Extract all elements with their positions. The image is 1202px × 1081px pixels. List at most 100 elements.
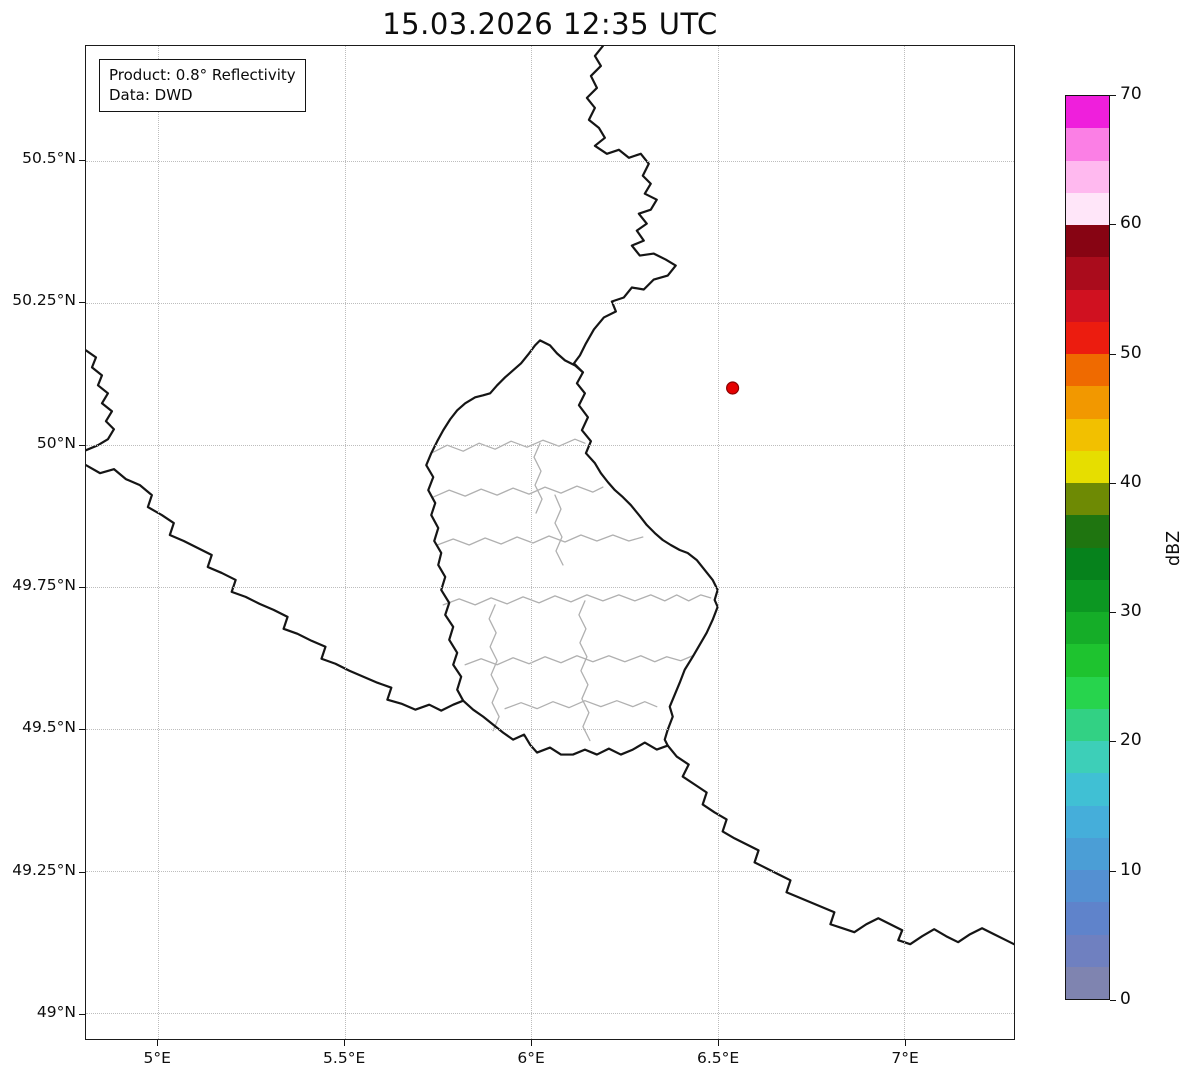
canton-border-path <box>533 442 543 514</box>
colorbar-segments <box>1066 96 1109 999</box>
colorbar-tick-label: 0 <box>1120 989 1131 1009</box>
y-gridline <box>86 870 1014 872</box>
y-tick-label: 50.25°N <box>12 291 76 310</box>
x-tick-mark <box>344 1040 346 1046</box>
x-tick-mark <box>157 1040 159 1046</box>
y-tick-label: 49.75°N <box>12 575 76 594</box>
colorbar-segment <box>1066 354 1109 387</box>
country-borders <box>86 46 1014 946</box>
colorbar-segment <box>1066 966 1109 999</box>
radar-site-marker <box>726 381 740 395</box>
luxembourg-border-path <box>425 339 719 756</box>
y-gridline <box>86 444 1014 446</box>
france-belgium-border-path <box>86 464 465 712</box>
x-tick-label: 6.5°E <box>696 1049 740 1067</box>
colorbar-segment <box>1066 450 1109 483</box>
colorbar-segment <box>1066 644 1109 677</box>
colorbar-tick-mark <box>1110 353 1116 355</box>
x-tick-label: 5°E <box>143 1049 171 1067</box>
y-tick-mark <box>79 159 85 161</box>
y-tick-mark <box>79 871 85 873</box>
colorbar-segment <box>1066 547 1109 580</box>
x-tick-label: 5.5°E <box>323 1049 366 1067</box>
x-gridline <box>158 46 160 1039</box>
colorbar-segment <box>1066 741 1109 774</box>
colorbar-segment <box>1066 418 1109 451</box>
data-source-label: Data: DWD <box>109 86 193 105</box>
x-tick-label: 6°E <box>517 1049 545 1067</box>
canton-border-path <box>464 655 694 666</box>
canton-border-path <box>436 534 644 546</box>
y-tick-mark <box>79 586 85 588</box>
colorbar-segment <box>1066 289 1109 322</box>
colorbar-tick-mark <box>1110 741 1116 743</box>
colorbar-tick-mark <box>1110 612 1116 614</box>
belgium-germany-border-path <box>572 46 677 374</box>
colorbar-segment <box>1066 515 1109 548</box>
colorbar-tick-label: 30 <box>1120 601 1142 622</box>
colorbar-segment <box>1066 805 1109 838</box>
product-info-box: Product: 0.8° Reflectivity Data: DWD <box>99 59 306 113</box>
y-gridline <box>86 160 1014 162</box>
x-tick-mark <box>905 1040 907 1046</box>
colorbar-tick-label: 40 <box>1120 471 1142 492</box>
colorbar-tick-mark <box>1110 224 1116 226</box>
y-tick-mark <box>79 444 85 446</box>
colorbar-segment <box>1066 257 1109 290</box>
colorbar-tick-label: 10 <box>1120 859 1142 880</box>
x-gridline <box>717 46 719 1039</box>
canton-border-path <box>430 438 586 454</box>
y-gridline <box>86 1012 1014 1014</box>
y-tick-mark <box>79 302 85 304</box>
colorbar-tick-label: 50 <box>1120 342 1142 363</box>
colorbar-segment <box>1066 773 1109 806</box>
france-germany-border-path <box>666 744 1014 946</box>
canton-borders <box>430 438 712 742</box>
colorbar-tick-mark <box>1110 482 1116 484</box>
canton-border-path <box>432 485 604 498</box>
colorbar-segment <box>1066 192 1109 225</box>
x-tick-mark <box>718 1040 720 1046</box>
colorbar-segment <box>1066 676 1109 709</box>
y-tick-mark <box>79 1013 85 1015</box>
y-tick-label: 49°N <box>36 1002 76 1021</box>
colorbar-segment <box>1066 902 1109 935</box>
x-tick-label: 7°E <box>891 1049 919 1067</box>
border-fragment-left-path <box>86 349 116 452</box>
figure-title: 15.03.2026 12:35 UTC <box>382 7 718 41</box>
colorbar-segment <box>1066 837 1109 870</box>
colorbar-segment <box>1066 128 1109 161</box>
canton-border-path <box>554 494 564 566</box>
y-tick-label: 50°N <box>36 433 76 452</box>
canton-border-path <box>504 700 658 710</box>
map-plot-area: Product: 0.8° Reflectivity Data: DWD <box>85 45 1015 1040</box>
colorbar-segment <box>1066 579 1109 612</box>
canton-border-path <box>578 600 591 742</box>
colorbar-segment <box>1066 96 1109 129</box>
product-label: Product: 0.8° Reflectivity <box>109 66 296 84</box>
colorbar-segment <box>1066 386 1109 419</box>
colorbar-tick-mark <box>1110 1000 1116 1001</box>
colorbar-segment <box>1066 612 1109 645</box>
y-gridline <box>86 302 1014 304</box>
colorbar-segment <box>1066 483 1109 516</box>
y-gridline <box>86 586 1014 588</box>
colorbar-tick-label: 70 <box>1120 84 1142 104</box>
colorbar <box>1065 95 1110 1000</box>
colorbar-tick-mark <box>1110 95 1116 96</box>
y-tick-label: 49.5°N <box>22 718 76 737</box>
canton-border-path <box>488 604 500 732</box>
y-tick-mark <box>79 729 85 731</box>
y-tick-label: 50.5°N <box>22 148 76 167</box>
colorbar-segment <box>1066 708 1109 741</box>
x-gridline <box>904 46 906 1039</box>
x-gridline <box>344 46 346 1039</box>
colorbar-label: dBZ <box>1164 530 1184 566</box>
y-gridline <box>86 728 1014 730</box>
x-tick-mark <box>531 1040 533 1046</box>
x-gridline <box>531 46 533 1039</box>
colorbar-tick-label: 20 <box>1120 730 1142 751</box>
y-tick-label: 49.25°N <box>12 860 76 879</box>
colorbar-segment <box>1066 225 1109 258</box>
